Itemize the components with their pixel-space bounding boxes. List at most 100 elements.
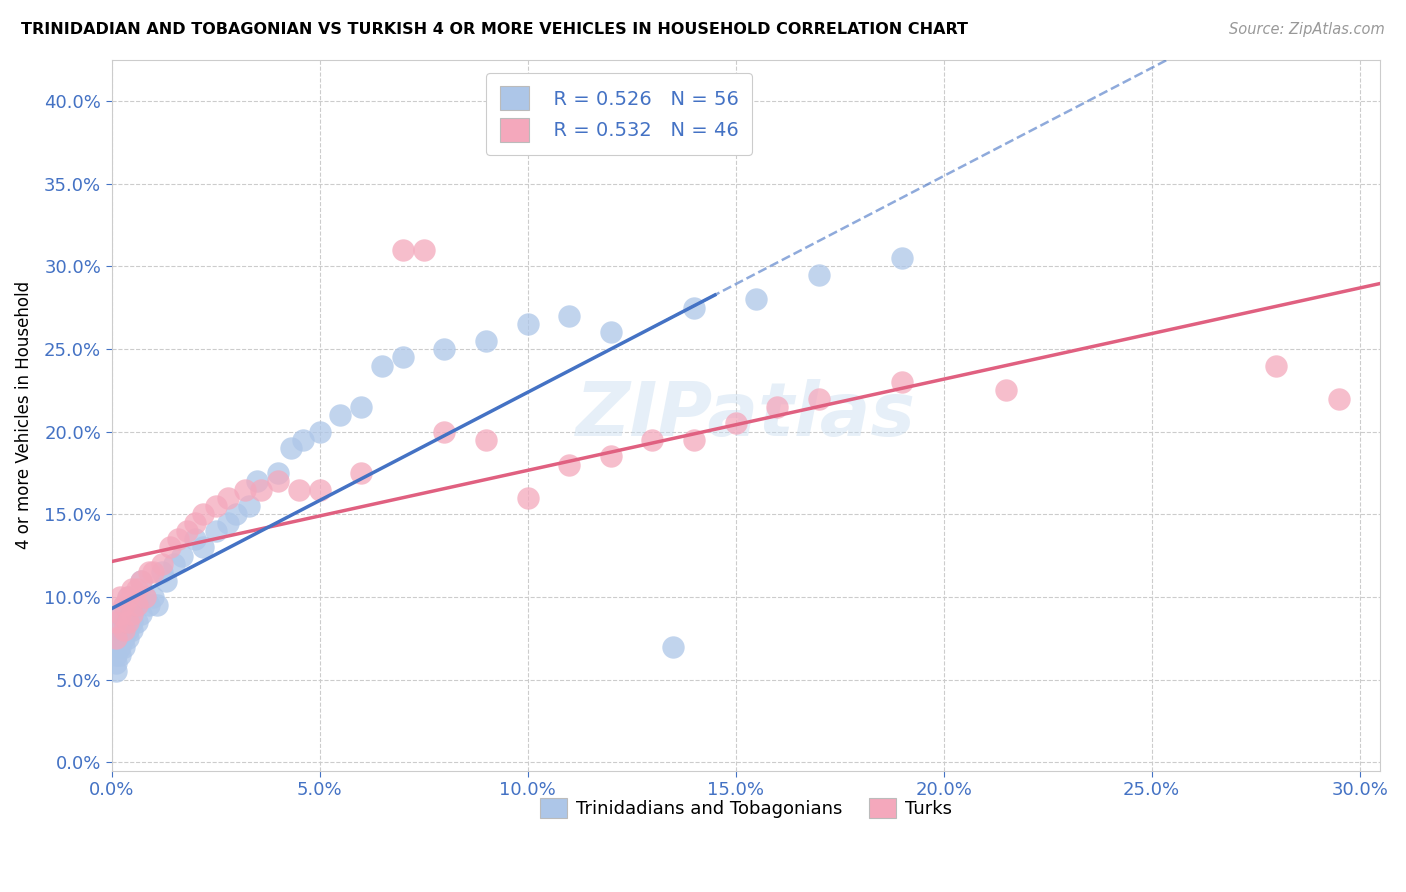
Point (193, 541, 215, 555)
Point (159, 541, 181, 555)
Point (1327, 392, 1350, 406)
Point (108, 607, 131, 621)
Point (129, 607, 152, 621)
Legend: Trinidadians and Tobagonians, Turks: Trinidadians and Tobagonians, Turks (533, 790, 960, 826)
Point (350, 400, 373, 414)
Point (662, 640, 685, 654)
Point (138, 566, 160, 580)
Point (125, 582, 148, 596)
Point (683, 301, 706, 315)
Point (108, 623, 131, 637)
Point (745, 293, 768, 307)
Point (138, 599, 160, 613)
Point (217, 491, 239, 505)
Point (134, 590, 156, 604)
Point (891, 375, 914, 389)
Point (117, 615, 139, 629)
Point (150, 557, 173, 571)
Point (329, 408, 352, 422)
Point (1265, 359, 1288, 373)
Point (267, 475, 290, 489)
Point (112, 599, 135, 613)
Point (117, 615, 139, 629)
Point (766, 400, 789, 414)
Point (350, 466, 373, 480)
Point (112, 632, 135, 646)
Point (104, 648, 127, 662)
Point (280, 441, 302, 455)
Point (250, 483, 273, 497)
Point (238, 499, 260, 513)
Point (558, 309, 581, 323)
Point (184, 516, 207, 530)
Point (724, 417, 747, 431)
Y-axis label: 4 or more Vehicles in Household: 4 or more Vehicles in Household (15, 281, 32, 549)
Point (104, 665, 127, 679)
Point (112, 615, 135, 629)
Point (104, 615, 127, 629)
Point (146, 599, 169, 613)
Text: Source: ZipAtlas.com: Source: ZipAtlas.com (1229, 22, 1385, 37)
Point (599, 450, 621, 464)
Point (155, 574, 177, 588)
Point (121, 615, 143, 629)
Point (641, 433, 664, 447)
Text: ZIPatlas: ZIPatlas (576, 378, 917, 451)
Point (371, 359, 394, 373)
Point (807, 392, 830, 406)
Point (125, 599, 148, 613)
Point (121, 582, 143, 596)
Point (108, 590, 131, 604)
Point (193, 508, 215, 522)
Point (150, 566, 173, 580)
Point (392, 351, 415, 365)
Point (163, 557, 186, 571)
Point (167, 532, 190, 546)
Point (112, 599, 135, 613)
Point (117, 590, 139, 604)
Point (475, 334, 498, 348)
Point (558, 458, 581, 472)
Point (104, 656, 127, 670)
Point (308, 425, 330, 439)
Point (117, 590, 139, 604)
Point (104, 632, 127, 646)
Point (392, 243, 415, 257)
Point (599, 326, 621, 340)
Point (204, 499, 226, 513)
Point (807, 268, 830, 282)
Point (225, 508, 247, 522)
Point (104, 632, 127, 646)
Point (184, 532, 207, 546)
Point (433, 342, 456, 356)
Point (995, 384, 1018, 398)
Point (112, 640, 135, 654)
Point (134, 590, 156, 604)
Point (121, 607, 143, 621)
Point (125, 599, 148, 613)
Point (308, 483, 330, 497)
Point (142, 566, 165, 580)
Point (117, 632, 139, 646)
Point (204, 524, 226, 538)
Point (433, 425, 456, 439)
Point (121, 607, 143, 621)
Point (176, 524, 198, 538)
Point (683, 433, 706, 447)
Point (292, 433, 315, 447)
Point (246, 475, 269, 489)
Point (516, 491, 538, 505)
Point (108, 648, 131, 662)
Point (172, 549, 194, 563)
Point (142, 590, 165, 604)
Point (121, 623, 143, 637)
Point (129, 574, 152, 588)
Point (108, 607, 131, 621)
Point (125, 615, 148, 629)
Point (412, 243, 434, 257)
Point (129, 574, 152, 588)
Point (112, 623, 135, 637)
Point (267, 466, 290, 480)
Point (233, 483, 256, 497)
Point (891, 251, 914, 265)
